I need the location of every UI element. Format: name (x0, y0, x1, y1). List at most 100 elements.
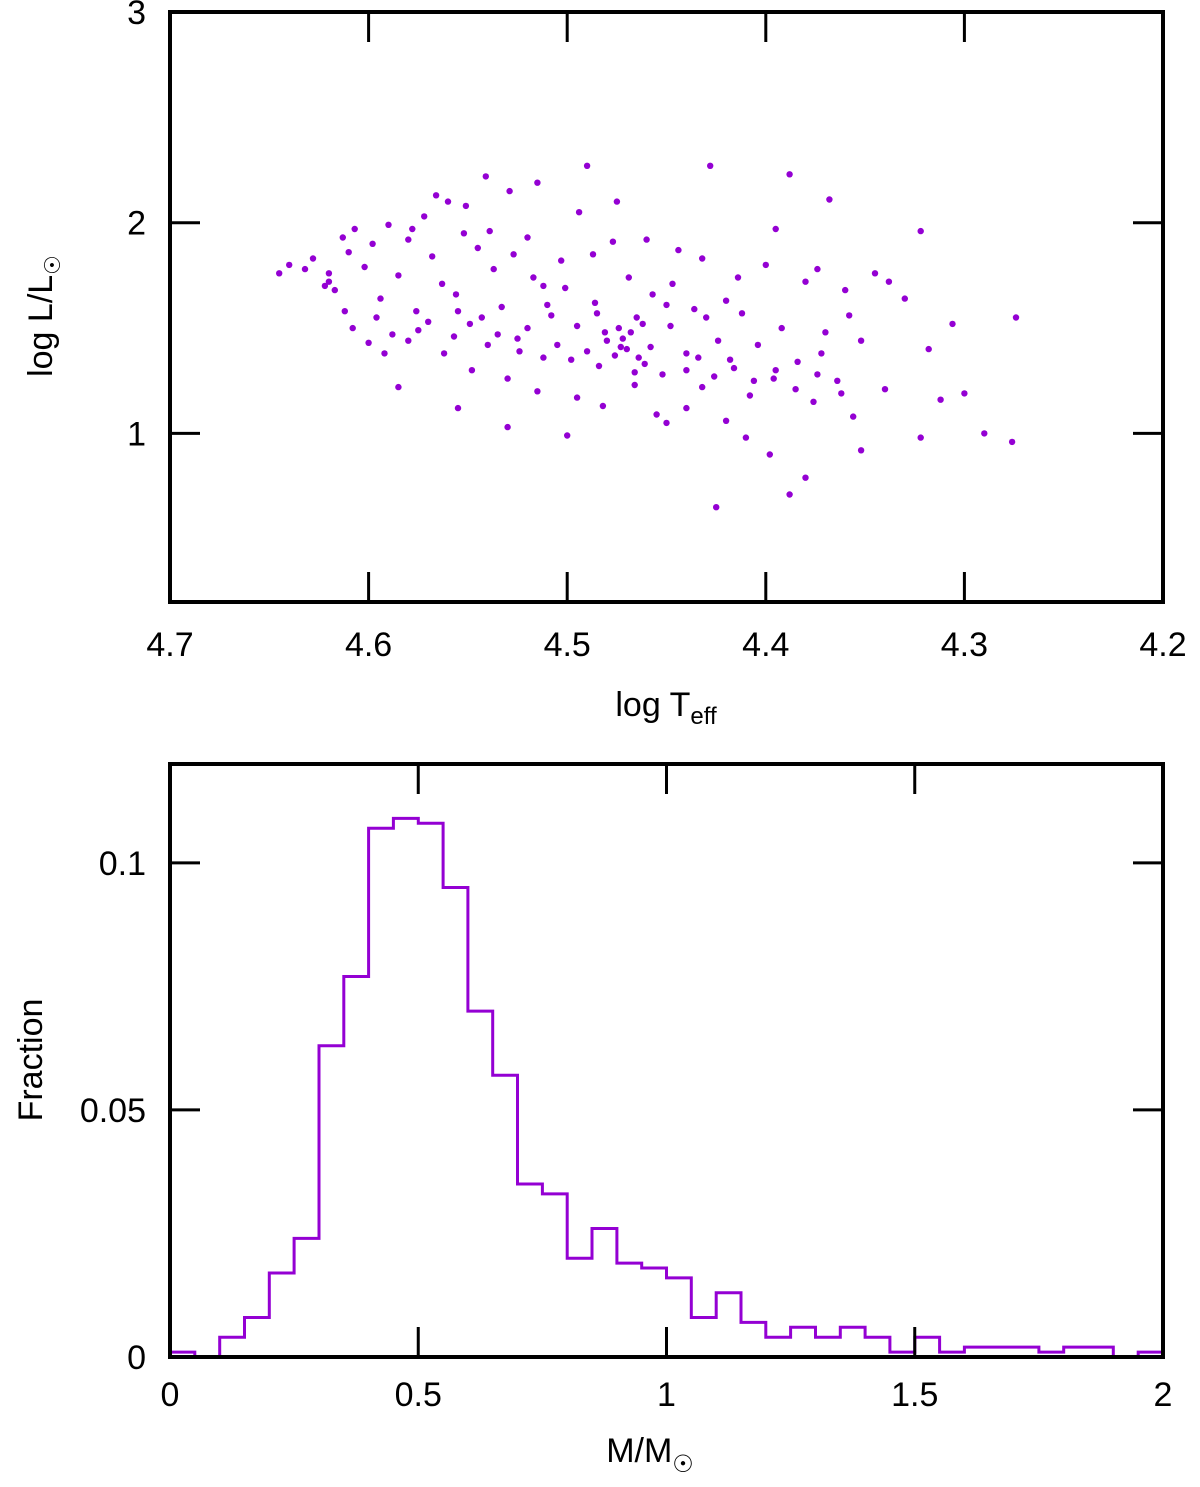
scatter-point-14 (405, 236, 412, 243)
histogram-line (170, 816, 1163, 1359)
scatter-point-71 (871, 270, 879, 277)
scatter-point-91 (454, 404, 462, 412)
scatter-point-3 (309, 255, 317, 262)
y-tick-label-bottom-2: 0.1 (99, 845, 146, 883)
scatter-point-58 (762, 261, 769, 269)
scatter-point-161 (516, 348, 523, 355)
scatter-point-21 (460, 230, 468, 237)
scatter-point-23 (474, 244, 481, 252)
scatter-point-90 (504, 423, 511, 431)
scatter-point-115 (615, 324, 622, 332)
scatter-point-164 (405, 337, 412, 344)
scatter-point-26 (498, 303, 505, 311)
scatter-point-76 (937, 396, 944, 403)
scatter-point-25 (490, 265, 497, 273)
scatter-point-132 (726, 356, 734, 363)
scatter-points (276, 162, 1020, 511)
scatter-point-64 (810, 398, 817, 405)
scatter-point-113 (647, 343, 654, 351)
scatter-point-66 (826, 196, 833, 203)
scatter-point-128 (349, 324, 356, 332)
scatter-point-7 (345, 249, 352, 256)
scatter-point-30 (534, 179, 541, 186)
scatter-point-86 (713, 504, 720, 511)
scatter-point-59 (770, 375, 777, 382)
scatter-point-69 (850, 413, 857, 420)
scatter-point-18 (438, 280, 446, 287)
scatter-point-38 (601, 329, 609, 336)
x-tick-label-top-5: 4.2 (1139, 626, 1186, 664)
scatter-point-15 (413, 308, 420, 315)
scatter-point-82 (917, 434, 924, 441)
y-tick-label-bottom-1: 0.05 (80, 1092, 146, 1130)
scatter-point-28 (514, 335, 521, 342)
scatter-point-5 (331, 286, 338, 294)
scatter-point-81 (1008, 438, 1016, 446)
scatter-point-101 (599, 402, 607, 410)
scatter-point-0 (276, 270, 283, 277)
scatter-point-108 (619, 335, 626, 342)
scatter-point-95 (415, 327, 422, 334)
scatter-point-6 (339, 234, 346, 241)
scatter-point-65 (818, 350, 825, 357)
scatter-point-87 (766, 451, 773, 458)
scatter-point-84 (802, 474, 809, 481)
scatter-point-148 (669, 280, 676, 287)
scatter-point-85 (786, 491, 793, 498)
scatter-point-17 (429, 253, 436, 260)
x-tick-label-top-2: 4.5 (544, 626, 591, 664)
scatter-point-133 (750, 377, 758, 384)
scatter-point-72 (881, 386, 889, 393)
scatter-point-155 (822, 329, 829, 336)
scatter-point-41 (625, 274, 632, 281)
scatter-point-78 (961, 390, 968, 397)
scatter-point-156 (703, 314, 710, 321)
scatter-point-105 (722, 417, 730, 424)
scatter-point-35 (575, 209, 583, 216)
plot-frame-top (168, 10, 1165, 604)
scatter-point-20 (452, 291, 460, 298)
scatter-point-120 (540, 354, 547, 361)
scatter-point-77 (949, 320, 956, 328)
scatter-point-119 (554, 341, 561, 349)
scatter-point-34 (568, 356, 575, 363)
scatter-point-110 (639, 320, 646, 328)
scatter-point-140 (462, 202, 470, 210)
scatter-point-166 (325, 270, 333, 277)
scatter-point-9 (361, 263, 368, 271)
scatter-point-139 (486, 227, 493, 235)
scatter-point-88 (663, 419, 670, 427)
x-axis-label-bottom: M/M☉ (606, 1432, 694, 1478)
x-tick-labels-top: 4.7 4.6 4.5 4.4 4.3 4.2 (146, 626, 1186, 664)
scatter-point-138 (510, 251, 517, 258)
x-axis-label-top: log Teff (615, 686, 717, 730)
scatter-point-122 (494, 331, 501, 338)
scatter-point-70 (857, 337, 865, 344)
scatter-point-129 (683, 367, 690, 374)
scatter-point-93 (341, 308, 348, 315)
scatter-point-163 (454, 308, 462, 315)
scatter-point-47 (675, 246, 682, 254)
y-tick-labels-bottom: 0 0.05 0.1 (80, 845, 146, 1377)
x-tick-label-top-0: 4.7 (146, 626, 193, 664)
scatter-point-130 (695, 354, 702, 361)
scatter-point-162 (484, 341, 491, 349)
scatter-point-92 (395, 383, 402, 391)
scatter-point-118 (583, 348, 591, 355)
scatter-point-48 (683, 350, 690, 357)
mass-histogram-panel: 0 0.5 1 1.5 2 0 0.05 0.1 M/M☉ Fraction (12, 762, 1173, 1478)
scatter-point-54 (730, 364, 738, 372)
scatter-point-89 (564, 432, 571, 439)
scatter-point-143 (530, 274, 537, 281)
scatter-point-127 (373, 314, 380, 321)
scatter-point-83 (857, 447, 865, 454)
scatter-point-73 (901, 295, 908, 302)
ticks-bottom (168, 764, 1165, 1359)
scatter-point-16 (421, 213, 428, 220)
scatter-point-125 (425, 318, 432, 325)
x-tick-label-bottom-4: 2 (1154, 1376, 1173, 1414)
scatter-point-103 (653, 411, 660, 418)
scatter-point-96 (440, 350, 448, 357)
scatter-point-116 (631, 369, 638, 376)
